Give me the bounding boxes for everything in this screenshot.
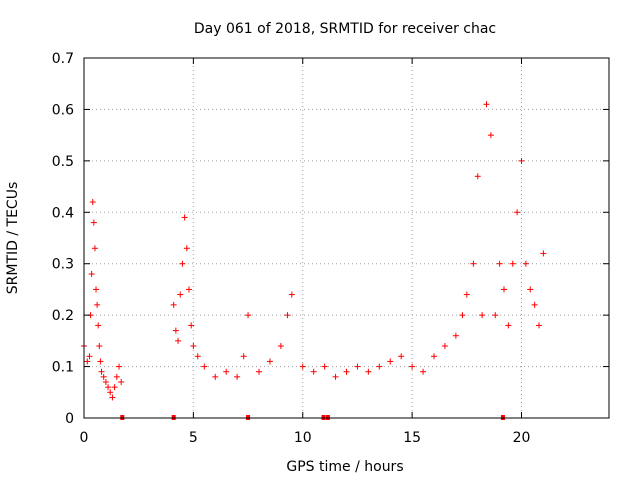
data-point: [522, 260, 529, 267]
data-point: [299, 363, 306, 370]
data-point: [321, 363, 328, 370]
plot-frame: [83, 57, 610, 419]
data-point: [234, 373, 241, 380]
x-tick-label: 5: [189, 430, 198, 446]
data-point: [441, 343, 448, 349]
data-point: [93, 286, 100, 293]
data-point: [177, 291, 184, 298]
y-tick-label: 0.7: [52, 51, 74, 67]
data-point: [505, 322, 512, 329]
data-point: [518, 157, 525, 164]
data-point: [487, 132, 494, 139]
x-tick-label: 20: [513, 430, 531, 446]
data-point: [266, 358, 273, 365]
data-point: [194, 353, 201, 360]
y-tick-label: 0.3: [52, 257, 74, 273]
data-point: [223, 368, 230, 375]
data-point: [536, 322, 542, 329]
data-point: [107, 389, 114, 396]
data-point: [212, 373, 219, 380]
data-point: [98, 368, 105, 375]
x-axis-label: GPS time / hours: [286, 459, 403, 475]
data-point: [245, 312, 252, 319]
data-point: [102, 379, 109, 385]
data-point: [175, 337, 182, 344]
data-point: [113, 373, 120, 380]
data-point: [240, 353, 247, 360]
grid-lines: [84, 58, 609, 418]
x-tick-label: 0: [80, 430, 89, 446]
data-point: [470, 260, 477, 267]
data-point: [501, 286, 507, 293]
data-point: [90, 219, 97, 226]
data-point: [387, 358, 394, 365]
data-point: [111, 384, 118, 391]
data-point: [509, 260, 516, 267]
data-point: [84, 358, 91, 365]
data-point: [452, 332, 459, 339]
data-point: [116, 363, 122, 370]
data-point: [88, 271, 95, 277]
data-point: [409, 363, 416, 370]
data-point: [96, 343, 103, 349]
data-point: [288, 291, 295, 298]
data-point: [540, 250, 547, 257]
data-point: [398, 353, 405, 360]
data-point: [256, 368, 262, 375]
data-point: [94, 301, 101, 308]
y-tick-label: 0.4: [52, 205, 74, 221]
data-point: [474, 173, 481, 180]
data-point: [343, 368, 350, 375]
data-point: [420, 368, 427, 375]
data-point: [277, 343, 284, 349]
data-point: [531, 301, 538, 308]
data-point: [89, 199, 96, 205]
y-tick-label: 0.2: [52, 308, 74, 324]
data-point: [459, 312, 466, 319]
x-tick-label: 10: [294, 430, 312, 446]
data-point: [201, 363, 208, 370]
data-point: [514, 209, 521, 216]
data-point: [181, 214, 188, 221]
data-point: [183, 245, 190, 252]
data-point: [284, 312, 291, 319]
data-point: [483, 101, 490, 108]
data-point: [97, 358, 104, 365]
data-point: [332, 373, 339, 380]
x-tick-label: 15: [403, 430, 421, 446]
data-point: [527, 286, 534, 293]
data-point: [170, 301, 177, 308]
y-tick-label: 0.5: [52, 154, 74, 170]
data-point: [179, 260, 186, 267]
data-point: [186, 286, 192, 293]
data-point: [479, 312, 486, 319]
data-point: [188, 322, 195, 329]
y-tick-label: 0.6: [52, 102, 74, 118]
data-point: [496, 260, 503, 267]
y-tick-label: 0.1: [52, 360, 74, 376]
data-point: [109, 394, 116, 401]
data-point: [91, 245, 98, 252]
axis-ticks: 0 0.1 0.2 0.3 0.4 0.5 0.6 0.7 0 5 10 15 20: [52, 51, 609, 446]
y-axis-label: SRMTID / TECUs: [5, 182, 21, 295]
data-point: [354, 363, 361, 370]
y-tick-label: 0: [65, 411, 74, 427]
data-point: [463, 291, 470, 298]
data-point: [190, 343, 197, 349]
data-point: [492, 312, 499, 319]
data-point: [118, 379, 125, 385]
data-point: [376, 363, 383, 370]
data-points: [81, 101, 547, 401]
data-point: [105, 384, 112, 391]
data-point: [172, 327, 179, 334]
data-point: [431, 353, 437, 360]
data-point: [310, 368, 317, 375]
chart-title: Day 061 of 2018, SRMTID for receiver cha…: [194, 21, 496, 37]
data-point: [95, 322, 102, 329]
data-point: [100, 373, 107, 380]
data-point: [365, 368, 372, 375]
data-point: [86, 353, 93, 360]
